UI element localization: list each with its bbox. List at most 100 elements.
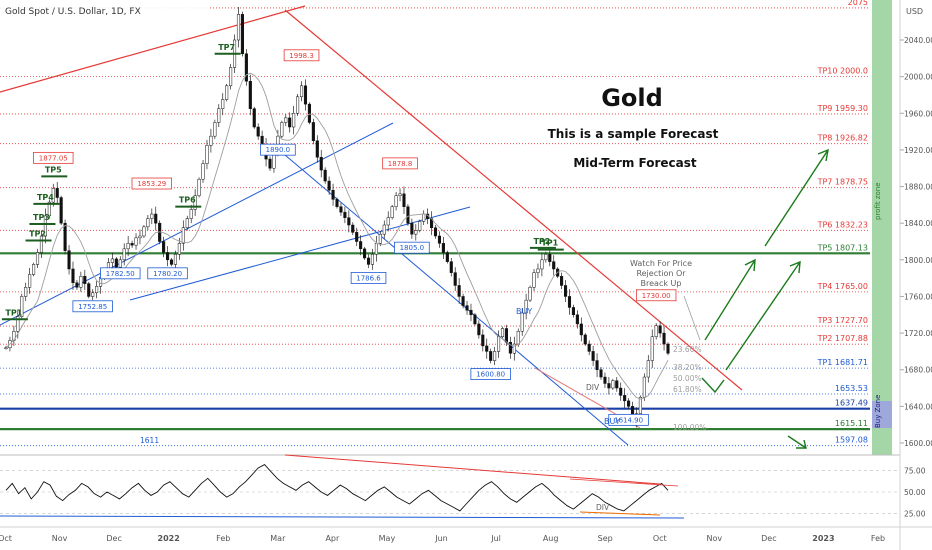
candle-body bbox=[347, 217, 351, 226]
chart-title: Gold bbox=[601, 84, 663, 112]
time-tick-label: Dec bbox=[106, 534, 121, 543]
candle-body bbox=[587, 343, 591, 352]
candle-body bbox=[118, 259, 122, 268]
candle-body bbox=[441, 243, 445, 253]
time-tick-label: May bbox=[379, 534, 396, 543]
candle-body bbox=[642, 376, 646, 398]
buy-zone-bar bbox=[872, 401, 892, 428]
candle-body bbox=[414, 230, 418, 235]
candle-body bbox=[122, 248, 126, 261]
candle-body bbox=[650, 336, 654, 361]
candle-body bbox=[193, 195, 197, 210]
fib-500: 50.00% bbox=[673, 374, 702, 383]
tp-marker-label: TP6 bbox=[179, 196, 196, 205]
osc-div-label: DIV bbox=[596, 503, 610, 512]
candle-body bbox=[500, 328, 505, 338]
candle-body bbox=[303, 85, 308, 105]
candle-body bbox=[288, 117, 292, 128]
oscillator-axis: 75.00 50.00 25.00 bbox=[904, 467, 926, 519]
candle-body bbox=[154, 213, 158, 224]
level-line-2075-label: 2075 bbox=[848, 0, 868, 7]
candle-body bbox=[524, 299, 528, 314]
time-tick-label: Nov bbox=[52, 534, 68, 543]
candle-body bbox=[217, 108, 221, 123]
candle-body bbox=[16, 316, 20, 332]
price-tick-label: 1760.00 bbox=[904, 292, 932, 301]
time-tick-label: Mar bbox=[270, 534, 286, 543]
candle-body bbox=[552, 261, 556, 270]
osc-tick-label: 50.00 bbox=[904, 488, 926, 497]
candle-body bbox=[575, 314, 579, 325]
candle-body bbox=[599, 369, 603, 378]
candle-body bbox=[355, 232, 359, 242]
candle-body bbox=[504, 328, 508, 343]
candle-body bbox=[252, 108, 256, 128]
candle-body bbox=[390, 206, 394, 218]
candle-body bbox=[197, 178, 201, 196]
candle-body bbox=[311, 122, 315, 141]
candle-body bbox=[548, 254, 552, 262]
time-tick-label: Feb bbox=[216, 534, 230, 543]
price-label: 1877.05 bbox=[39, 154, 68, 162]
time-tick-label: Jun bbox=[434, 534, 448, 543]
candle-body bbox=[508, 342, 512, 354]
watch-line-1: Watch For Price bbox=[630, 259, 692, 268]
price-label: 1998.3 bbox=[289, 52, 314, 60]
candle-body bbox=[560, 276, 564, 286]
instrument-label: Gold Spot / U.S. Dollar, 1D, FX bbox=[5, 7, 141, 17]
price-tick-label: 2000.00 bbox=[904, 73, 932, 82]
time-tick-label: Dec bbox=[761, 534, 776, 543]
candle-body bbox=[603, 376, 607, 384]
candle-body bbox=[189, 209, 193, 219]
candle-body bbox=[382, 224, 386, 235]
candle-body bbox=[437, 235, 442, 244]
candle-body bbox=[370, 254, 375, 265]
level-line-tp7-1878-75-label: TP7 1878.75 bbox=[817, 178, 868, 187]
osc-orange-line bbox=[579, 511, 661, 516]
candle-body bbox=[619, 387, 623, 396]
level-line-1653-53-label: 1653.53 bbox=[835, 384, 868, 393]
candle-body bbox=[240, 14, 244, 54]
candle-body bbox=[146, 218, 150, 228]
price-label: 1614.90 bbox=[614, 416, 643, 424]
candle-body bbox=[205, 145, 209, 164]
candle-body bbox=[481, 334, 485, 347]
fib-618: 61.80% bbox=[673, 385, 702, 394]
price-label-box bbox=[470, 368, 511, 380]
fib-236: 23.60% bbox=[673, 345, 702, 354]
candle-body bbox=[185, 218, 189, 229]
candle-body bbox=[67, 250, 71, 270]
price-label: 1780.20 bbox=[153, 270, 182, 278]
price-label-box bbox=[382, 157, 418, 170]
time-tick-label: Oct bbox=[653, 534, 667, 543]
time-tick-label: Nov bbox=[707, 534, 723, 543]
price-tick-label: 1840.00 bbox=[904, 219, 932, 228]
candle-body bbox=[209, 135, 213, 146]
time-tick-label: 2022 bbox=[158, 534, 180, 543]
candle-body bbox=[181, 227, 185, 244]
currency-label: USD bbox=[906, 7, 923, 16]
time-tick-label: Feb bbox=[871, 534, 885, 543]
price-label-box bbox=[33, 151, 74, 164]
candle-body bbox=[453, 272, 457, 286]
candle-body bbox=[35, 252, 40, 265]
tp-marker-label: TP7 bbox=[218, 43, 235, 52]
buy-label-1: BUY bbox=[516, 307, 532, 316]
price-tick-label: 1960.00 bbox=[904, 109, 932, 118]
candle-body bbox=[378, 233, 382, 244]
candle-body bbox=[351, 224, 355, 233]
candle-body bbox=[615, 380, 619, 389]
osc-divergence-line bbox=[284, 454, 661, 485]
price-label-box bbox=[260, 143, 296, 156]
candle-body bbox=[422, 213, 426, 222]
price-label: 1878.8 bbox=[388, 160, 413, 168]
price-tick-label: 2040.00 bbox=[904, 36, 932, 45]
fib-labels: 23.60% 38.20% 50.00% 61.80% 100.00% bbox=[673, 345, 706, 432]
candle-body bbox=[63, 222, 67, 251]
oscillator-pane: DIV bbox=[0, 454, 900, 519]
candle-body bbox=[433, 227, 438, 237]
candle-body bbox=[268, 158, 272, 169]
candle-body bbox=[236, 14, 241, 41]
